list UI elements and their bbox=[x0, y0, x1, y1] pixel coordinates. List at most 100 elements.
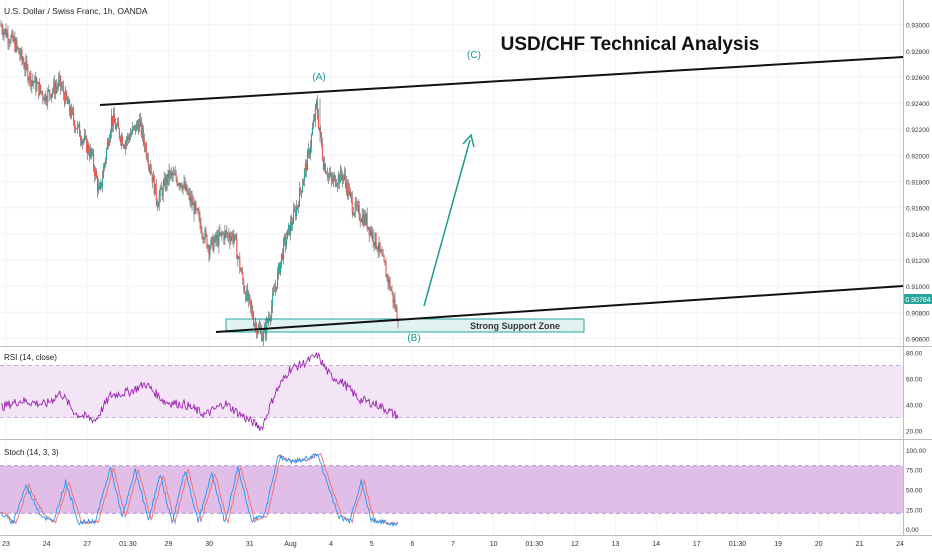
candle-body bbox=[319, 130, 321, 133]
candle-body bbox=[25, 60, 27, 70]
candle-body bbox=[274, 290, 276, 292]
time-tick-label: 5 bbox=[370, 541, 374, 548]
candle-body bbox=[358, 205, 360, 219]
candle-body bbox=[131, 127, 133, 134]
candle-body bbox=[164, 178, 166, 189]
candle-body bbox=[377, 250, 379, 252]
candle-body bbox=[18, 48, 20, 54]
stoch-band bbox=[0, 465, 903, 514]
candle-body bbox=[139, 119, 141, 121]
candle-body bbox=[231, 234, 233, 238]
candle-body bbox=[281, 253, 283, 262]
candle-body bbox=[294, 209, 297, 217]
candle-body bbox=[266, 319, 268, 335]
candle-body bbox=[365, 214, 367, 224]
candle-body bbox=[391, 290, 393, 292]
candle-body bbox=[161, 189, 163, 197]
candle-body bbox=[157, 205, 159, 208]
time-tick-label: 23 bbox=[2, 541, 10, 548]
price-tick-label: 0.91600 bbox=[906, 206, 930, 213]
candle-body bbox=[203, 239, 205, 240]
candle-body bbox=[30, 73, 32, 86]
time-tick-label: 12 bbox=[571, 541, 579, 548]
candle-body bbox=[366, 214, 368, 229]
candle-body bbox=[221, 232, 223, 235]
candle-body bbox=[393, 299, 395, 303]
candle-body bbox=[304, 163, 307, 171]
stoch-tick-label: 0.00 bbox=[906, 527, 919, 534]
time-tick-label: 4 bbox=[329, 541, 333, 548]
candle-body bbox=[74, 121, 76, 130]
candle-body bbox=[158, 195, 160, 206]
candle-body bbox=[201, 232, 203, 235]
rsi-tick-label: 80.00 bbox=[906, 351, 923, 358]
candle-body bbox=[209, 248, 211, 255]
stoch-tick-label: 50.00 bbox=[906, 488, 923, 495]
candle-body bbox=[236, 238, 238, 259]
candle-body bbox=[315, 101, 317, 106]
candle-body bbox=[376, 247, 378, 251]
candle-body bbox=[251, 306, 253, 310]
time-tick-label: 7 bbox=[451, 541, 455, 548]
candle-body bbox=[250, 299, 252, 307]
candle-body bbox=[299, 188, 302, 191]
candle-body bbox=[92, 153, 95, 168]
candle-body bbox=[329, 173, 331, 176]
time-tick-label: 31 bbox=[246, 541, 254, 548]
rsi-tick-label: 20.00 bbox=[906, 429, 923, 436]
projection-arrow-head bbox=[462, 133, 475, 148]
candle-body bbox=[265, 326, 267, 335]
candle-body bbox=[340, 169, 342, 177]
candle-body bbox=[81, 140, 83, 144]
candle-body bbox=[385, 265, 387, 278]
candle-body bbox=[36, 83, 38, 91]
candle-body bbox=[226, 231, 228, 235]
time-tick-label: 19 bbox=[774, 541, 782, 548]
candle-body bbox=[355, 202, 357, 207]
candle-body bbox=[96, 178, 99, 191]
candle-body bbox=[275, 286, 277, 291]
candle-body bbox=[351, 197, 353, 213]
candle-body bbox=[336, 184, 338, 186]
candle-body bbox=[197, 208, 199, 214]
candle-body bbox=[137, 125, 139, 132]
candle-body bbox=[395, 307, 397, 309]
candle-body bbox=[54, 82, 56, 94]
candle-body bbox=[199, 215, 201, 224]
upper-channel-line bbox=[99, 56, 904, 106]
candle-body bbox=[67, 98, 69, 104]
candle-body bbox=[51, 93, 53, 98]
candle-body bbox=[149, 165, 151, 171]
candle-body bbox=[162, 184, 164, 197]
candle-body bbox=[354, 202, 356, 214]
candle-body bbox=[129, 135, 131, 140]
candle-body bbox=[213, 241, 215, 251]
candle-body bbox=[253, 317, 255, 326]
candle-body bbox=[102, 167, 105, 179]
candle-body bbox=[112, 114, 114, 126]
candle-body bbox=[210, 239, 212, 249]
candle-body bbox=[268, 318, 270, 322]
candle-body bbox=[252, 309, 254, 318]
candle-body bbox=[390, 289, 392, 291]
candle-body bbox=[153, 175, 155, 195]
time-tick-label: 10 bbox=[490, 541, 498, 548]
candle-body bbox=[70, 111, 72, 117]
candle-body bbox=[68, 99, 70, 104]
rsi-line bbox=[0, 352, 399, 432]
candle-body bbox=[187, 193, 189, 195]
candle-body bbox=[330, 173, 332, 180]
candle-body bbox=[230, 237, 232, 242]
candle-body bbox=[28, 79, 30, 81]
candle-body bbox=[154, 183, 156, 195]
candle-body bbox=[192, 202, 194, 206]
candle-body bbox=[323, 164, 325, 170]
candle-body bbox=[176, 179, 178, 185]
candle-body bbox=[375, 233, 377, 248]
candle-body bbox=[33, 81, 35, 83]
candle-body bbox=[120, 136, 122, 143]
candle-body bbox=[147, 160, 149, 166]
candle-body bbox=[240, 269, 242, 272]
candle-body bbox=[313, 119, 315, 121]
candle-body bbox=[396, 307, 398, 321]
